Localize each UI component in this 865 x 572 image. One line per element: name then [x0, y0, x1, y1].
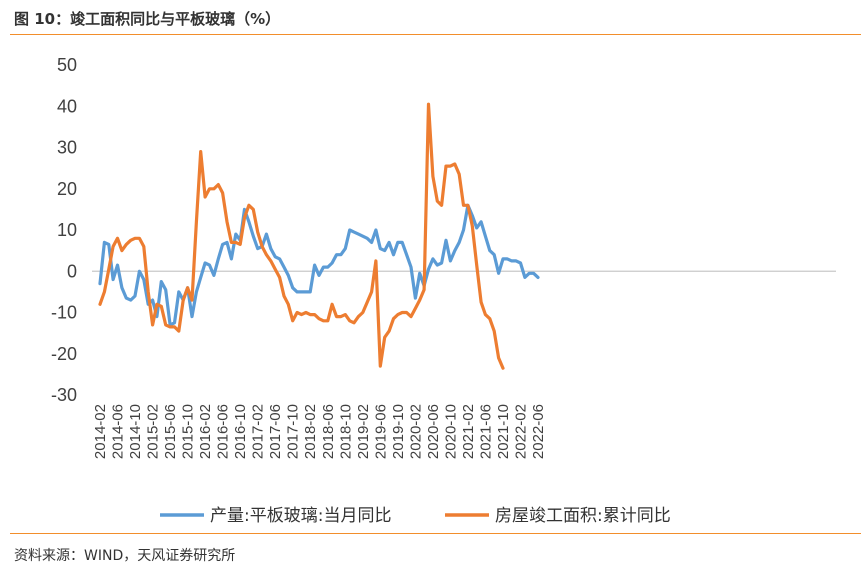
x-tick-label: 2016-10 — [232, 404, 249, 459]
x-tick-label: 2015-10 — [180, 404, 197, 459]
y-tick-label: 10 — [57, 220, 77, 240]
series-line-glass-output — [98, 203, 540, 327]
x-tick-label: 2019-06 — [372, 404, 389, 459]
x-tick-label: 2019-02 — [355, 404, 372, 459]
legend-label: 产量:平板玻璃:当月同比 — [210, 506, 391, 526]
x-tick-label: 2020-10 — [442, 404, 459, 459]
x-tick-label: 2014-06 — [110, 404, 127, 459]
x-axis-ticks: 2014-02 2014-06 2014-10 2015-02 2015-06 2015-… — [92, 404, 547, 459]
x-tick-label: 2018-06 — [320, 404, 337, 459]
x-tick-label: 2015-06 — [162, 404, 179, 459]
y-tick-label: 20 — [57, 179, 77, 199]
x-tick-label: 2017-06 — [267, 404, 284, 459]
series-lines — [98, 102, 540, 370]
x-tick-label: 2020-06 — [425, 404, 442, 459]
y-tick-label: 0 — [67, 261, 77, 281]
x-tick-label: 2020-02 — [407, 404, 424, 459]
x-tick-label: 2015-02 — [145, 404, 162, 459]
y-tick-label: -30 — [51, 385, 77, 405]
x-tick-label: 2014-02 — [92, 404, 109, 459]
legend: 产量:平板玻璃:当月同比 房屋竣工面积:累计同比 — [160, 506, 671, 526]
x-tick-label: 2022-02 — [512, 404, 529, 459]
y-tick-label: -10 — [51, 303, 77, 323]
source-note: 资料来源：WIND，天风证券研究所 — [14, 548, 236, 564]
source-rule — [10, 533, 861, 534]
x-tick-label: 2021-10 — [495, 404, 512, 459]
x-tick-label: 2017-02 — [250, 404, 267, 459]
x-tick-label: 2019-10 — [390, 404, 407, 459]
y-axis-ticks: 50 40 30 20 10 0 -10 -20 -30 — [51, 55, 77, 405]
legend-label: 房屋竣工面积:累计同比 — [495, 506, 671, 526]
x-tick-label: 2014-10 — [127, 404, 144, 459]
x-tick-label: 2016-02 — [197, 404, 214, 459]
series-line-completion-area — [98, 102, 505, 370]
y-tick-label: 40 — [57, 96, 77, 116]
y-tick-label: 50 — [57, 55, 77, 75]
x-tick-label: 2017-10 — [285, 404, 302, 459]
y-tick-label: -20 — [51, 344, 77, 364]
line-chart: 50 40 30 20 10 0 -10 -20 -30 2014-02 2014-06 2014-… — [51, 55, 836, 526]
x-tick-label: 2018-02 — [302, 404, 319, 459]
x-tick-label: 2016-06 — [215, 404, 232, 459]
x-tick-label: 2018-10 — [337, 404, 354, 459]
x-tick-label: 2021-06 — [477, 404, 494, 459]
x-tick-label: 2021-02 — [460, 404, 477, 459]
title-rule — [10, 34, 861, 35]
x-tick-label: 2022-06 — [530, 404, 547, 459]
figure-title: 图 10：竣工面积同比与平板玻璃（%） — [14, 10, 281, 28]
y-tick-label: 30 — [57, 138, 77, 158]
